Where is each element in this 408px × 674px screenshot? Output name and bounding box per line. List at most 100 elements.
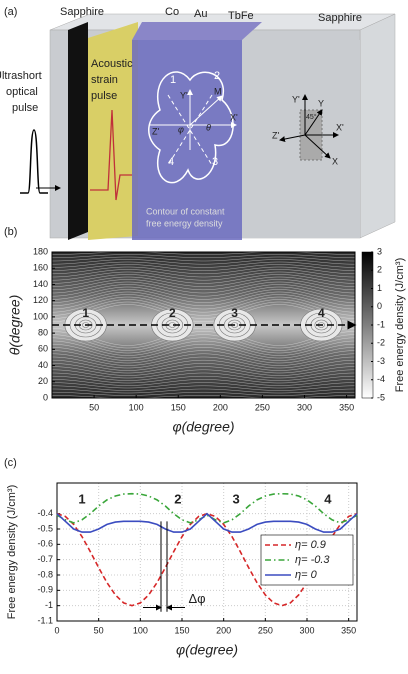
y-tick-label: 0 bbox=[43, 392, 48, 402]
contour-label: Contour of constant bbox=[146, 206, 225, 216]
contour-line bbox=[51, 331, 356, 349]
series-line bbox=[56, 492, 358, 524]
contour-line bbox=[51, 296, 356, 313]
axis-label: X' bbox=[230, 112, 238, 122]
charts: 1 2 3 450 100 150 200 250 300 3500204060801001201… bbox=[4, 226, 406, 658]
y-tick-label: -0.9 bbox=[37, 585, 53, 595]
contour-line bbox=[51, 294, 356, 310]
layer-label: Co bbox=[165, 6, 179, 18]
y-tick-label: 180 bbox=[33, 246, 48, 256]
x-tick-label: 100 bbox=[133, 625, 148, 635]
contour-line bbox=[51, 375, 356, 384]
axis-label: Y' bbox=[292, 94, 300, 104]
layer-label: TbFe bbox=[228, 10, 254, 22]
colorbar-label: 0 bbox=[377, 301, 382, 311]
pulse-label: optical bbox=[6, 86, 38, 98]
series-line bbox=[56, 512, 358, 533]
annotation: 1 bbox=[82, 306, 89, 320]
axis-label: θ bbox=[206, 122, 211, 132]
contour-line bbox=[51, 279, 356, 291]
colorbar-label: -5 bbox=[377, 392, 385, 402]
annotation: 2 bbox=[174, 491, 181, 506]
colorbar-label: -4 bbox=[377, 374, 385, 384]
x-tick-label: 100 bbox=[129, 402, 144, 412]
contour-line bbox=[51, 388, 356, 394]
x-tick-label: 250 bbox=[258, 625, 273, 635]
y-tick-label: -1 bbox=[45, 600, 53, 610]
x-tick-label: 350 bbox=[339, 402, 354, 412]
layer-label: Sapphire bbox=[60, 6, 104, 18]
annotation: 4 bbox=[318, 306, 325, 320]
annotation: Δφ bbox=[188, 591, 205, 606]
contour-line bbox=[51, 284, 356, 297]
x-tick-label: 50 bbox=[94, 625, 104, 635]
pulse-label: pulse bbox=[12, 102, 38, 114]
axis-label: X bbox=[332, 156, 338, 166]
colorbar-label: -1 bbox=[377, 319, 385, 329]
colorbar-label: -2 bbox=[377, 338, 385, 348]
y-tick-label: 20 bbox=[38, 376, 48, 386]
contour-line bbox=[51, 299, 356, 316]
contour-line bbox=[51, 264, 356, 271]
contour-line bbox=[51, 350, 356, 364]
contour-line bbox=[51, 259, 356, 265]
contour-line bbox=[51, 274, 356, 284]
x-tick-label: 50 bbox=[89, 402, 99, 412]
strain-pulse bbox=[90, 109, 132, 201]
contour-line bbox=[51, 372, 356, 381]
contour-line bbox=[51, 266, 356, 275]
contour-line bbox=[51, 356, 356, 369]
contour-line bbox=[51, 337, 356, 354]
contour-line bbox=[51, 382, 356, 389]
y-tick-label: -1.1 bbox=[37, 615, 53, 625]
contour-shape bbox=[148, 71, 234, 184]
panel-label: (a) bbox=[4, 6, 17, 18]
x-tick-label: 300 bbox=[299, 625, 314, 635]
axis-label: φ bbox=[178, 124, 184, 134]
y-tick-label: -0.8 bbox=[37, 569, 53, 579]
contour-line bbox=[51, 261, 356, 268]
contour-line bbox=[51, 347, 356, 361]
strain-label: Acoustic bbox=[91, 58, 133, 70]
plot-frame bbox=[56, 482, 358, 622]
domain-label: 1 bbox=[170, 74, 176, 86]
axis-label: M bbox=[214, 86, 222, 96]
global-x bbox=[304, 134, 331, 159]
contour-line bbox=[51, 366, 356, 376]
axis-label: Y bbox=[318, 98, 324, 108]
y-tick-label: -0.6 bbox=[37, 539, 53, 549]
panel-a: (a) Sapphire Co Au TbFe Sapphire Ultrash… bbox=[0, 6, 396, 240]
axis-label: Z' bbox=[152, 126, 159, 136]
contour-line bbox=[51, 304, 356, 323]
colorbar-label: -3 bbox=[377, 356, 385, 366]
contour-line bbox=[51, 286, 356, 300]
panel-label: (c) bbox=[4, 457, 17, 469]
minimum-contour bbox=[161, 316, 184, 334]
legend-label: η= 0.9 bbox=[295, 539, 326, 551]
axis-label: Z' bbox=[272, 130, 279, 140]
colorbar-label: 2 bbox=[377, 265, 382, 275]
layer-label: Au bbox=[194, 8, 207, 20]
y-tick-label: 160 bbox=[33, 263, 48, 273]
contour-line bbox=[51, 391, 356, 396]
box-side bbox=[359, 13, 396, 239]
contour-line bbox=[51, 254, 356, 259]
colorbar-label: 1 bbox=[377, 283, 382, 293]
x-tick-label: 250 bbox=[255, 402, 270, 412]
contour-line bbox=[51, 271, 356, 281]
y-tick-label: 140 bbox=[33, 279, 48, 289]
pulse-label: Ultrashort bbox=[0, 70, 42, 82]
domain-label: 4 bbox=[168, 156, 174, 168]
contour-line bbox=[51, 340, 356, 356]
x-tick-label: 300 bbox=[297, 402, 312, 412]
contour-line bbox=[51, 353, 356, 366]
contour-line bbox=[51, 251, 356, 255]
contour-label: free energy density bbox=[146, 218, 223, 228]
x-tick-label: 150 bbox=[171, 402, 186, 412]
strain-label: strain bbox=[91, 74, 118, 86]
contour-line bbox=[51, 327, 356, 346]
legend bbox=[260, 534, 354, 586]
x-tick-label: 350 bbox=[341, 625, 356, 635]
colorbar-title: Free energy density (J/cm³) bbox=[394, 258, 406, 392]
contour-line bbox=[51, 379, 356, 386]
